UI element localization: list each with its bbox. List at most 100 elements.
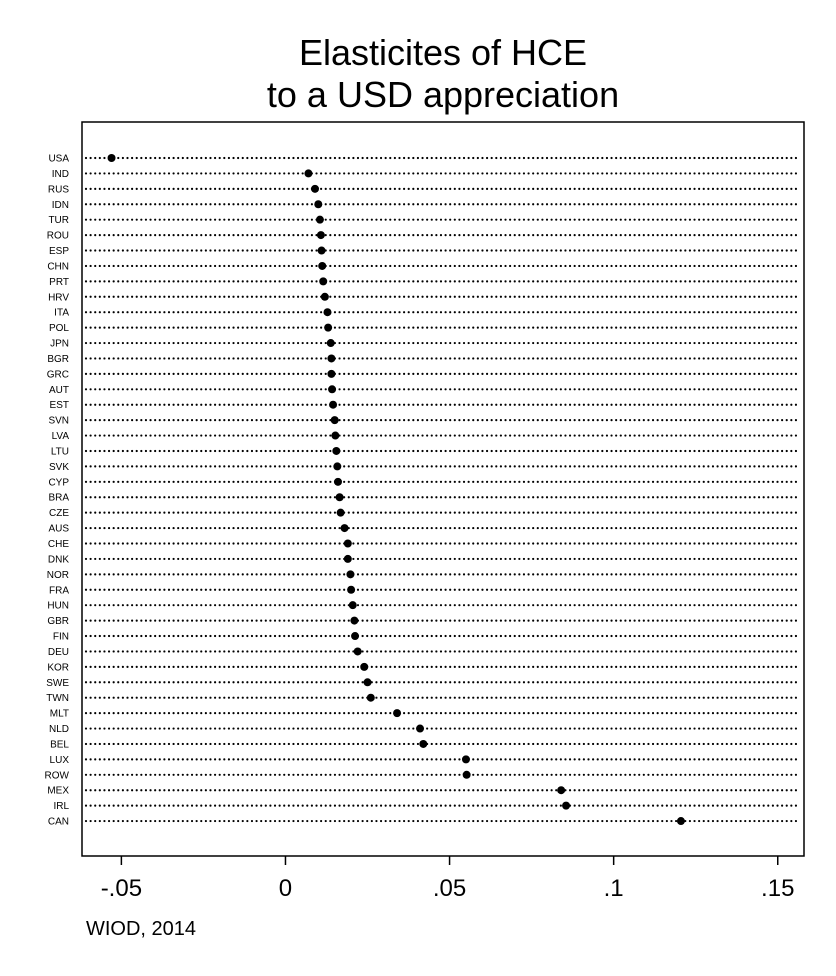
- data-point: [351, 632, 360, 641]
- data-point: [323, 308, 332, 317]
- x-tick-label: -.05: [101, 875, 142, 902]
- data-point: [346, 570, 355, 579]
- category-label: JPN: [50, 339, 69, 350]
- category-label: HUN: [47, 601, 69, 612]
- category-label: MEX: [47, 786, 69, 797]
- data-point: [333, 462, 342, 471]
- data-point: [350, 616, 359, 625]
- category-label: IDN: [52, 200, 69, 211]
- data-point: [327, 354, 336, 363]
- category-label: HRV: [48, 292, 69, 303]
- category-label: ESP: [49, 246, 69, 257]
- category-label: GRC: [47, 369, 69, 380]
- data-point: [353, 647, 362, 656]
- data-point: [348, 601, 357, 610]
- category-label: CYP: [48, 477, 69, 488]
- data-point: [416, 724, 425, 733]
- category-label: MLT: [50, 709, 69, 720]
- data-point: [328, 385, 337, 394]
- category-label: PRT: [49, 277, 69, 288]
- x-tick-label: .15: [761, 875, 794, 902]
- category-label: BRA: [48, 493, 69, 504]
- category-label: DNK: [48, 554, 69, 565]
- data-point: [676, 817, 685, 826]
- category-label: FIN: [53, 632, 69, 643]
- category-label: AUS: [48, 524, 69, 535]
- data-point: [419, 739, 428, 748]
- data-point: [335, 493, 344, 502]
- data-point: [347, 585, 356, 594]
- x-tick-label: .1: [604, 875, 624, 902]
- data-point: [311, 184, 320, 193]
- category-label: SVN: [48, 416, 69, 427]
- category-label: DEU: [48, 647, 69, 658]
- category-label: SVK: [49, 462, 69, 473]
- category-label: TUR: [48, 215, 69, 226]
- data-point: [327, 369, 336, 378]
- category-label: ITA: [54, 308, 69, 319]
- data-point: [318, 261, 327, 270]
- category-label: USA: [48, 154, 69, 165]
- category-label: LUX: [50, 755, 70, 766]
- data-point: [332, 446, 341, 455]
- category-label: LVA: [52, 431, 70, 442]
- category-label: NLD: [49, 724, 69, 735]
- data-point: [333, 477, 342, 486]
- category-label: IRL: [53, 801, 69, 812]
- category-label: BGR: [47, 354, 69, 365]
- data-point: [320, 292, 329, 301]
- data-point: [557, 786, 566, 795]
- category-label: LTU: [51, 446, 69, 457]
- category-label: CAN: [48, 817, 69, 828]
- data-point: [393, 709, 402, 718]
- category-label: AUT: [49, 385, 69, 396]
- data-point: [326, 339, 335, 348]
- data-point: [319, 277, 328, 286]
- x-tick-label: 0: [279, 875, 292, 902]
- source-note: WIOD, 2014: [86, 918, 196, 940]
- data-point: [363, 678, 372, 687]
- category-label: EST: [50, 400, 69, 411]
- category-label: POL: [49, 323, 69, 334]
- rows-layer: USA IND RUS IDN TUR ROU ESP CHN PRT HRV ITA POL JPN B…: [45, 154, 802, 828]
- data-point: [330, 416, 339, 425]
- data-point: [316, 231, 325, 240]
- data-point: [343, 539, 352, 548]
- x-axis: -.05 0 .05 .1 .15: [101, 856, 794, 902]
- category-label: FRA: [49, 585, 69, 596]
- category-label: CHN: [47, 261, 69, 272]
- data-point: [315, 215, 324, 224]
- category-label: KOR: [47, 662, 69, 673]
- category-label: NOR: [47, 570, 69, 581]
- data-point: [462, 770, 471, 779]
- data-point: [317, 246, 326, 255]
- data-point: [304, 169, 313, 178]
- data-point: [314, 200, 323, 209]
- data-point: [329, 400, 338, 409]
- data-point: [107, 154, 116, 162]
- category-label: RUS: [48, 184, 69, 195]
- data-point: [331, 431, 340, 440]
- category-label: IND: [52, 169, 69, 180]
- data-point: [360, 662, 369, 671]
- chart-title-line-2: to a USD appreciation: [267, 74, 619, 115]
- chart-title-line-1: Elasticites of HCE: [299, 32, 587, 73]
- data-point: [461, 755, 470, 764]
- category-label: CZE: [49, 508, 69, 519]
- category-label: TWN: [46, 693, 69, 704]
- category-label: GBR: [47, 616, 69, 627]
- category-label: CHE: [48, 539, 69, 550]
- data-point: [366, 693, 375, 702]
- category-label: ROW: [45, 770, 70, 781]
- category-label: SWE: [46, 678, 69, 689]
- data-point: [324, 323, 333, 332]
- data-point: [343, 554, 352, 563]
- data-point: [340, 524, 349, 533]
- x-tick-label: .05: [433, 875, 466, 902]
- category-label: ROU: [47, 231, 69, 242]
- data-point: [336, 508, 345, 517]
- category-label: BEL: [50, 739, 69, 750]
- data-point: [562, 801, 571, 810]
- plot-area-frame: [81, 121, 805, 857]
